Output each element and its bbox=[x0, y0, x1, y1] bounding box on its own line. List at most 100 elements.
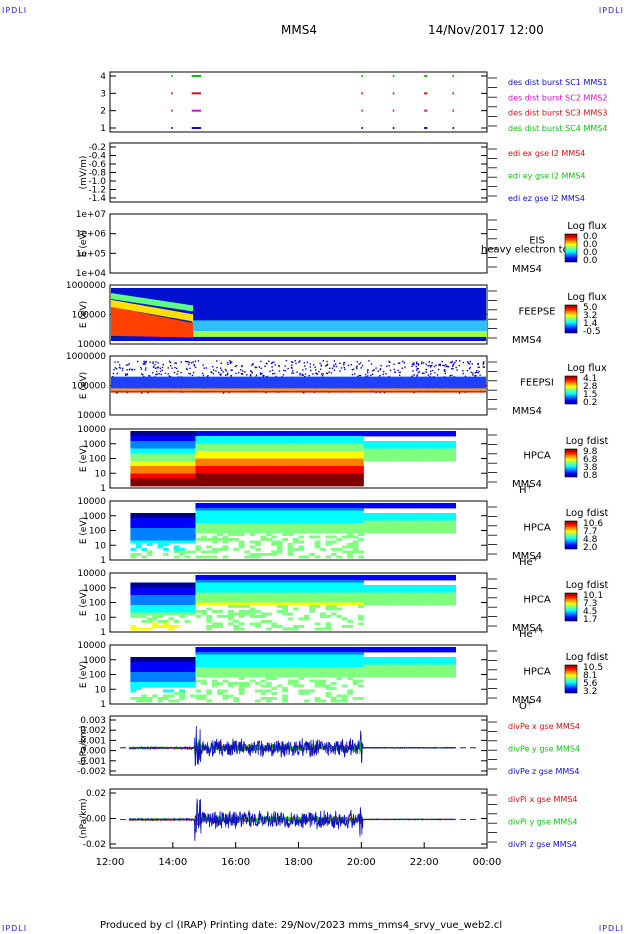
instrument-label: HPCA bbox=[523, 451, 551, 462]
y-axis-label: E (eV) bbox=[79, 589, 89, 616]
colorbar-title: Log flux bbox=[567, 363, 607, 374]
y-tick-label: 1e+06 bbox=[76, 230, 107, 240]
spectrogram bbox=[130, 431, 456, 487]
panel-divpi: 0.02 0.00 -0.02 (nPa/km) divPi x gse MMS4 div… bbox=[79, 788, 577, 868]
colorbar-tick-label: 6.8 bbox=[583, 455, 598, 465]
burst-interval-mark bbox=[452, 92, 455, 95]
burst-interval-mark bbox=[361, 92, 363, 95]
legend-entry: des dist burst SC1 MMS1 bbox=[508, 78, 607, 87]
burst-interval-mark bbox=[424, 109, 428, 112]
burst-interval-mark bbox=[191, 109, 202, 112]
burst-interval-mark bbox=[452, 127, 455, 129]
colorbar-tick-label: 4.1 bbox=[583, 374, 597, 384]
y-tick-label: 10000 bbox=[77, 411, 106, 421]
species-label: H+ bbox=[519, 483, 533, 496]
y-axis-label: E (eV) bbox=[79, 517, 89, 544]
burst-interval-mark bbox=[392, 127, 395, 129]
y-tick-label: 10000 bbox=[77, 569, 106, 579]
spectrogram bbox=[111, 288, 487, 341]
burst-interval-mark bbox=[424, 127, 428, 129]
legend-entry: divPe x gse MMS4 bbox=[508, 722, 580, 731]
colorbar-tick-label: 0.8 bbox=[583, 471, 598, 481]
y-tick-label: 1 bbox=[100, 124, 106, 134]
legend-entry: divPi y gse MMS4 bbox=[508, 818, 577, 827]
y-tick-label: -1.4 bbox=[88, 194, 106, 204]
colorbar-title: Log fdist bbox=[566, 508, 609, 519]
burst-interval-mark bbox=[171, 75, 173, 77]
spacecraft-label: MMS4 bbox=[512, 479, 542, 490]
burst-interval-mark bbox=[361, 109, 363, 112]
legend-entry: divPe y gse MMS4 bbox=[508, 745, 580, 754]
instrument-label: EIS bbox=[529, 236, 545, 247]
colorbar-tick-label: 10.1 bbox=[583, 591, 603, 601]
colorbar-tick-label: 0.0 bbox=[583, 248, 598, 258]
spacecraft-label: MMS4 bbox=[512, 623, 542, 634]
spectrogram bbox=[111, 360, 486, 394]
y-tick-label: 0.000 bbox=[80, 747, 106, 757]
y-tick-label: -0.02 bbox=[83, 840, 106, 850]
date-title: 14/Nov/2017 12:00 bbox=[428, 23, 544, 37]
y-tick-label: 10000 bbox=[77, 425, 106, 435]
colorbar-tick-label: 3.2 bbox=[583, 687, 597, 697]
burst-interval-mark bbox=[191, 75, 202, 77]
corner-label-bottom-right: IPDLI bbox=[598, 924, 624, 933]
instrument-label: FEEPSI bbox=[520, 378, 554, 389]
y-tick-label: 0.001 bbox=[80, 736, 106, 746]
panel-frame bbox=[109, 715, 488, 776]
footer-credit: Produced by cl (IRAP) Printing date: 29/… bbox=[100, 920, 503, 931]
y-tick-label: -0.6 bbox=[88, 160, 106, 170]
y-tick-label: 10 bbox=[95, 541, 107, 551]
colorbar-tick-label: 2.0 bbox=[583, 543, 598, 553]
panel-edi: -0.2-0.4-0.6-0.8-1.0-1.2-1.4 (mV/m) edi ex… bbox=[79, 142, 586, 204]
colorbar-tick-label: 0.2 bbox=[583, 398, 597, 408]
y-tick-label: 1000 bbox=[83, 512, 106, 522]
colorbar-tick-label: 4.5 bbox=[583, 607, 597, 617]
y-tick-label: 100000 bbox=[72, 382, 107, 392]
legend-entry: edi ey gse l2 MMS4 bbox=[508, 172, 586, 181]
panel-burst: 4 3 2 1 des dist burst SC1 MMS1 des dist burs… bbox=[100, 71, 607, 134]
panel-frame bbox=[109, 142, 488, 203]
y-tick-label: 1 bbox=[100, 484, 106, 494]
y-tick-label: -0.4 bbox=[88, 152, 106, 162]
burst-interval-mark bbox=[171, 109, 173, 112]
instrument-label: FEEPSE bbox=[518, 307, 555, 318]
y-tick-label: 2 bbox=[100, 107, 106, 117]
burst-interval-mark bbox=[452, 109, 455, 112]
colorbar-tick-label: 1.7 bbox=[583, 615, 597, 625]
colorbar bbox=[564, 664, 578, 694]
colorbar bbox=[564, 233, 578, 263]
instrument-label: HPCA bbox=[523, 523, 551, 534]
y-axis-label: (nPa/km) bbox=[79, 798, 89, 838]
colorbar-title: Log fdist bbox=[566, 652, 609, 663]
y-tick-label: 0.00 bbox=[86, 815, 106, 825]
colorbar-tick-label: 8.1 bbox=[583, 671, 597, 681]
y-tick-label: 10 bbox=[95, 613, 107, 623]
colorbar-tick-label: 1.4 bbox=[583, 319, 598, 329]
y-tick-label: 1000000 bbox=[66, 352, 106, 362]
colorbar bbox=[564, 592, 578, 622]
species-charge: + bbox=[527, 699, 533, 707]
spacecraft-title: MMS4 bbox=[281, 23, 317, 37]
instrument-overlay-label: heavy electron to bbox=[481, 244, 569, 255]
corner-label-top-left: IPDLI bbox=[2, 6, 28, 15]
burst-interval-mark bbox=[191, 127, 202, 129]
colorbar-tick-label: 9.8 bbox=[583, 447, 598, 457]
y-tick-label: 1 bbox=[100, 700, 106, 710]
panel-frame bbox=[109, 71, 488, 133]
y-tick-label: 1e+07 bbox=[76, 210, 106, 220]
colorbar-tick-label: 10.6 bbox=[583, 519, 603, 529]
legend-entry: edi ex gse l2 MMS4 bbox=[508, 149, 585, 158]
y-tick-label: 10000 bbox=[77, 497, 106, 507]
y-axis-label: E (eV) bbox=[79, 372, 89, 399]
burst-interval-mark bbox=[424, 92, 428, 95]
spectrogram bbox=[130, 575, 456, 631]
y-tick-label: 4 bbox=[100, 72, 106, 82]
y-tick-label: -0.2 bbox=[88, 143, 106, 153]
y-tick-label: 0.003 bbox=[80, 716, 106, 726]
x-tick-label: 14:00 bbox=[158, 857, 187, 868]
y-tick-label: 10 bbox=[95, 685, 107, 695]
instrument-label: HPCA bbox=[523, 667, 551, 678]
